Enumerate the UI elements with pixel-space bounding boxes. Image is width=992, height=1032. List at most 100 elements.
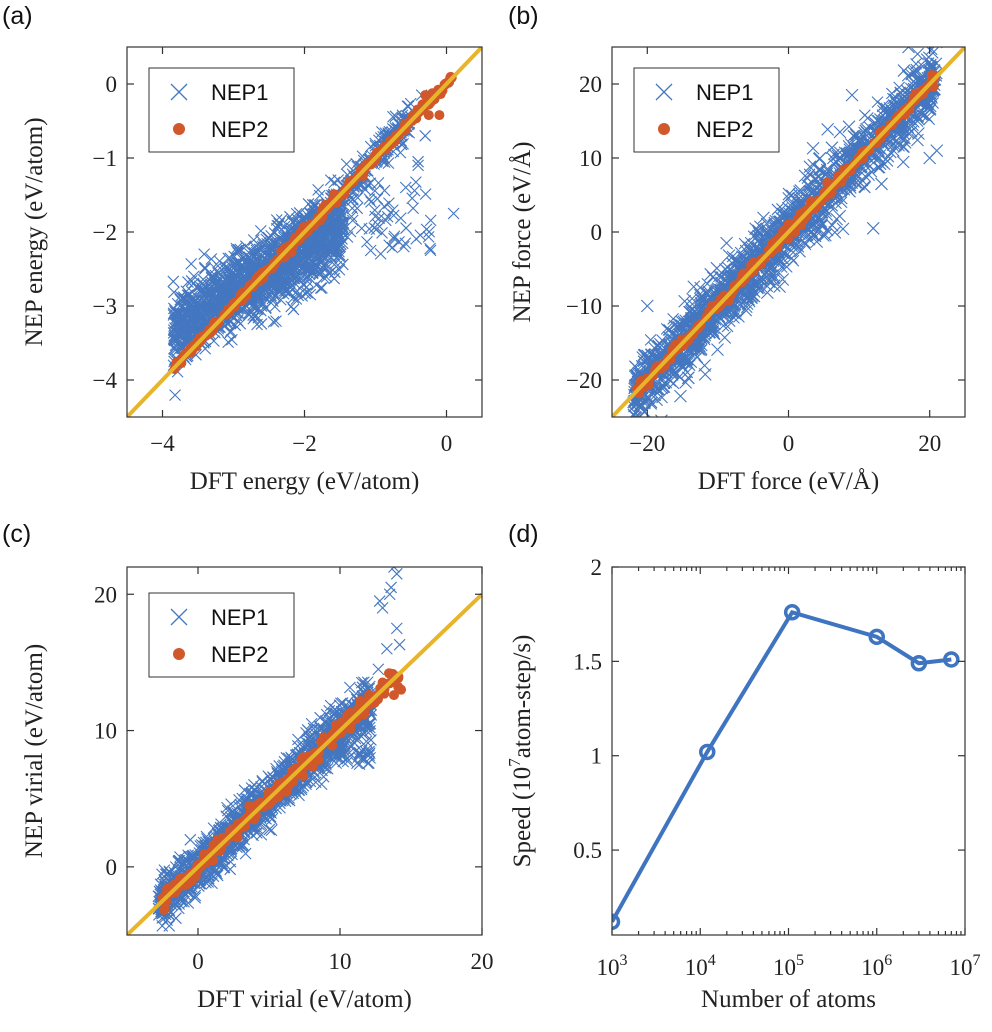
- nep1-point: [254, 225, 267, 237]
- nep1-point: [693, 340, 706, 353]
- nep1-point: [877, 104, 889, 117]
- nep1-point: [199, 262, 211, 275]
- nep1-point: [222, 336, 235, 348]
- nep1-point: [719, 263, 731, 275]
- nep1-point: [393, 235, 405, 248]
- nep1-point: [422, 230, 435, 243]
- nep1-point: [718, 331, 732, 344]
- nep1-point: [376, 226, 388, 239]
- x-tick-label: 0: [783, 431, 795, 456]
- nep1-point: [924, 100, 937, 113]
- nep1-point: [711, 343, 724, 356]
- nep1-point: [882, 150, 895, 163]
- nep1-point: [897, 64, 911, 77]
- nep1-point: [785, 189, 798, 202]
- nep1-point: [230, 242, 243, 255]
- nep1-point: [782, 187, 796, 201]
- x-axis-label: DFT energy (eV/atom): [190, 468, 420, 495]
- nep1-point: [345, 210, 358, 223]
- nep1-point: [284, 282, 297, 294]
- nep1-point: [299, 263, 312, 276]
- nep1-point: [341, 231, 354, 243]
- nep1-point: [897, 141, 910, 153]
- nep1-point: [922, 51, 935, 64]
- y-tick-label: −4: [93, 368, 118, 393]
- nep1-point: [693, 343, 706, 356]
- nep1-point: [631, 398, 644, 410]
- nep1-point: [845, 88, 859, 102]
- legend-nep1-icon: [170, 83, 188, 101]
- legend-nep2-label: NEP2: [696, 117, 753, 142]
- nep1-point: [424, 242, 436, 255]
- nep1-point: [821, 122, 835, 136]
- nep1-point: [750, 240, 763, 253]
- nep1-point: [179, 293, 192, 306]
- nep1-point: [771, 203, 784, 216]
- nep1-point: [374, 247, 387, 260]
- nep1-point: [854, 135, 867, 148]
- nep1-point: [849, 128, 862, 141]
- nep1-point: [913, 73, 925, 86]
- nep1-point: [412, 159, 424, 172]
- nep1-point: [782, 192, 795, 204]
- ticks: [612, 47, 965, 417]
- legend-nep1-label: NEP1: [211, 80, 268, 105]
- nep1-point: [169, 339, 182, 352]
- nep1-point: [187, 318, 200, 331]
- nep1-point: [364, 244, 377, 257]
- plot-area: [127, 47, 482, 417]
- nep1-point: [376, 126, 388, 138]
- nep1-point: [388, 232, 400, 245]
- nep1-point: [208, 272, 221, 284]
- y-tick-label: −1: [93, 146, 117, 171]
- y-tick-label: 10: [579, 146, 602, 171]
- nep1-point: [224, 326, 237, 339]
- x-tick-label: 0: [441, 431, 453, 456]
- nep1-point: [816, 218, 829, 230]
- nep1-point: [424, 244, 437, 257]
- nep1-point: [419, 129, 432, 142]
- nep1-point: [768, 218, 781, 231]
- nep1-point: [361, 235, 373, 248]
- nep1-point: [830, 212, 844, 226]
- nep1-point: [313, 268, 326, 281]
- nep1-point: [401, 100, 414, 113]
- nep1-point: [368, 222, 381, 234]
- nep1-point: [304, 288, 317, 301]
- nep1-point: [200, 830, 213, 843]
- nep1-point: [704, 267, 718, 281]
- nep1-point: [679, 375, 693, 389]
- nep1-point: [200, 286, 212, 298]
- nep1-point: [190, 306, 203, 318]
- nep1-point: [725, 270, 737, 283]
- nep1-point: [247, 300, 260, 313]
- nep1-point: [726, 250, 739, 263]
- nep1-point: [379, 214, 392, 227]
- x-tick-label: −2: [292, 431, 316, 456]
- nep1-point: [419, 188, 432, 200]
- nep1-point: [644, 333, 657, 346]
- nep1-point: [738, 237, 751, 250]
- y-axis-label: NEP energy (eV/atom): [21, 117, 48, 346]
- nep1-point: [209, 262, 222, 275]
- nep1-point: [911, 47, 924, 61]
- nep1-point: [386, 204, 399, 217]
- y-tick-label: −20: [566, 368, 602, 393]
- nep1-point: [313, 189, 326, 202]
- nep1-point: [301, 286, 314, 299]
- nep1-point: [679, 314, 692, 327]
- nep1-point: [189, 293, 202, 306]
- x-tick-label: 20: [918, 431, 941, 456]
- nep1-point: [273, 217, 286, 230]
- nep1-point: [910, 58, 922, 70]
- nep1-point: [700, 286, 713, 298]
- nep1-point: [177, 329, 189, 342]
- nep1-point: [628, 409, 640, 417]
- nep1-point: [333, 210, 346, 223]
- nep1-point: [662, 324, 675, 336]
- nep1-point: [372, 177, 385, 189]
- y-tick-label: 20: [579, 72, 602, 97]
